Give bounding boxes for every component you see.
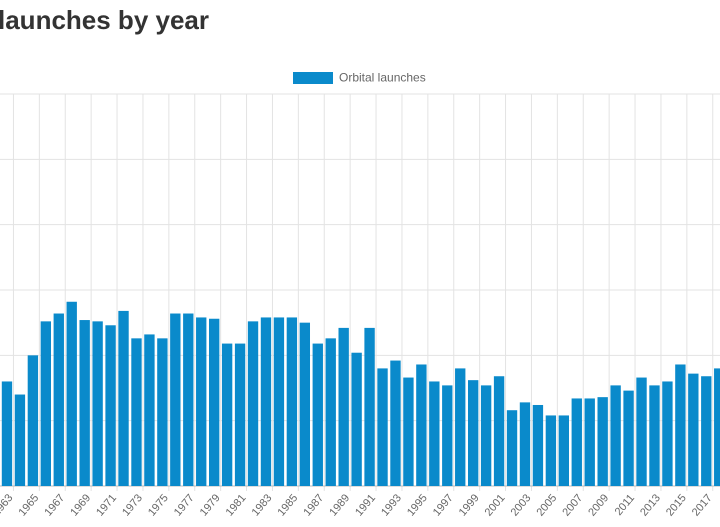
bar <box>170 313 181 486</box>
x-tick-label: 2003 <box>509 492 534 518</box>
x-tick-label: 1963 <box>0 492 15 518</box>
bar <box>377 368 388 486</box>
bar <box>131 338 142 486</box>
x-tick-label: 1979 <box>198 492 223 518</box>
chart-title: launches by year <box>0 5 209 35</box>
bar <box>649 385 660 486</box>
bar <box>40 321 52 486</box>
bar <box>662 381 673 486</box>
x-tick-label: 1977 <box>172 492 197 518</box>
bar <box>364 327 375 486</box>
bar <box>636 377 647 486</box>
bar <box>675 364 686 486</box>
bar <box>53 313 64 486</box>
x-tick-label: 1973 <box>120 492 145 518</box>
bar <box>14 394 26 486</box>
bar <box>597 397 608 486</box>
bar <box>416 364 427 486</box>
bar <box>338 327 349 486</box>
x-tick-label: 2011 <box>613 492 637 518</box>
bar <box>390 360 401 486</box>
x-tick-label: 2007 <box>560 492 585 518</box>
bar <box>351 352 362 486</box>
bar <box>144 334 155 486</box>
x-tick-label: 1971 <box>94 492 119 518</box>
x-tick-label: 1991 <box>353 492 378 518</box>
bar <box>118 310 129 486</box>
x-tick-label: 2001 <box>483 492 508 518</box>
bar <box>455 368 466 486</box>
bar <box>325 338 336 486</box>
x-tick-label: 1999 <box>457 492 482 518</box>
bar <box>493 376 505 486</box>
bar <box>157 338 168 486</box>
bar <box>260 317 272 486</box>
bar <box>571 398 582 486</box>
bar <box>312 343 323 486</box>
bar <box>66 301 77 486</box>
x-tick-label: 1989 <box>327 492 352 518</box>
bar <box>429 381 440 486</box>
bar <box>467 380 479 486</box>
x-tick-label: 1981 <box>224 492 249 518</box>
bar <box>208 318 220 486</box>
x-tick-label: 1967 <box>42 492 67 518</box>
x-tick-label: 1975 <box>146 492 171 518</box>
bar <box>234 343 246 486</box>
x-tick-label: 1997 <box>431 492 456 518</box>
bar <box>688 373 699 486</box>
x-tick-label: 1983 <box>250 492 275 518</box>
bar <box>506 410 518 486</box>
bar <box>610 385 621 486</box>
bar <box>701 376 712 486</box>
bar <box>623 390 634 486</box>
x-tick-label: 2005 <box>534 492 559 518</box>
x-tick-label: 1995 <box>405 492 430 518</box>
bar <box>545 415 557 486</box>
bar <box>558 415 570 486</box>
x-tick-label: 2009 <box>586 492 611 518</box>
x-tick-label: 1969 <box>68 492 93 518</box>
bar <box>27 355 39 486</box>
legend-swatch <box>293 72 333 84</box>
bar <box>299 322 311 486</box>
bar <box>714 368 720 486</box>
bar <box>519 402 531 486</box>
bar <box>480 385 492 486</box>
x-tick-label: 1987 <box>301 492 326 518</box>
x-tick-label: 2013 <box>638 492 663 518</box>
bar <box>92 321 103 486</box>
bar <box>442 385 453 486</box>
bar <box>79 320 90 486</box>
bar <box>221 343 233 486</box>
bar <box>1 381 13 486</box>
legend-label: Orbital launches <box>339 71 426 85</box>
x-tick-label: 1993 <box>379 492 404 518</box>
bar <box>286 317 298 486</box>
x-tick-label: 1965 <box>16 492 41 518</box>
x-tick-label: 1985 <box>275 492 300 518</box>
bar <box>403 377 414 486</box>
bar <box>584 398 595 486</box>
bar <box>196 317 207 486</box>
bar <box>183 313 194 486</box>
bar <box>105 325 116 486</box>
bar <box>532 404 544 486</box>
bar <box>247 321 259 486</box>
bar <box>273 317 285 486</box>
x-tick-label: 2015 <box>664 492 689 518</box>
x-tick-label: 2017 <box>690 492 715 518</box>
